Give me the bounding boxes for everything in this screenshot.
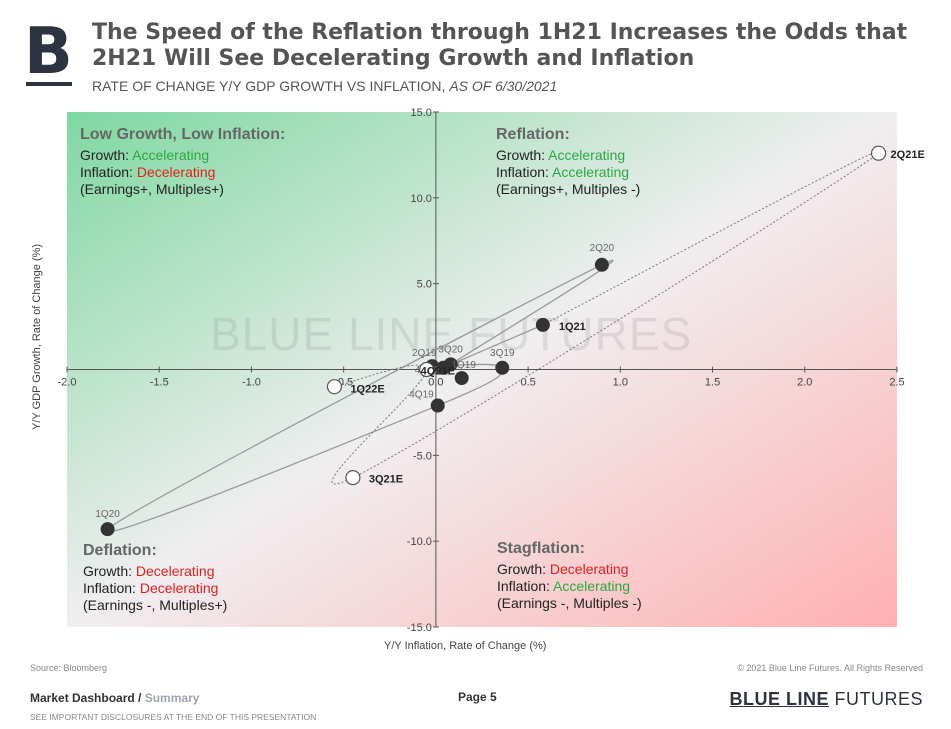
inflation-value: Decelerating [139,580,219,596]
quadrant-title: Reflation: [496,126,570,143]
footer-brand-logo: BLUE LINE FUTURES [729,689,923,710]
inflation-label: Inflation: [83,580,140,596]
copyright-note: © 2021 Blue Line Futures. All Rights Res… [737,663,923,673]
brand-light: FUTURES [829,689,923,709]
growth-value: Decelerating [549,561,629,577]
logo-letter: B [24,15,73,89]
point-label-2q21e: 2Q21E [891,149,925,161]
point-1q19 [454,371,469,386]
quadrant-title: Stagflation: [497,540,585,557]
y-tick-label: 5.0 [417,279,432,291]
point-2q20 [594,257,609,272]
growth-label: Growth: [80,147,133,163]
point-4q20 [436,360,451,375]
point-4q21e [419,361,435,378]
inflation-label: Inflation: [497,578,554,594]
page-title: The Speed of the Reflation through 1H21 … [92,20,908,71]
point-label-3q19: 3Q19 [490,348,515,359]
quadrant-low-growth: Low Growth, Low Inflation: Growth: Accel… [80,126,285,198]
growth-label: Growth: [497,561,550,577]
point-1q21 [535,317,550,332]
x-tick-label: 2.5 [889,377,904,389]
quadrant-reflation: Reflation: Growth: Accelerating Inflatio… [496,126,640,198]
breadcrumb-subsection[interactable]: Summary [144,691,200,705]
footer-breadcrumb: Market Dashboard / Summary [30,691,199,705]
x-tick-label: -1.0 [242,377,261,389]
inflation-value: Decelerating [136,164,216,180]
subtitle-date: AS OF 6/30/2021 [449,78,558,94]
growth-value: Decelerating [135,563,215,579]
point-3q21e [345,470,361,486]
quadrant-note: (Earnings -, Multiples -) [497,595,642,611]
point-3q19 [495,360,510,375]
quadrant-title: Low Growth, Low Inflation: [80,126,286,143]
x-tick-label: 1.0 [613,377,628,389]
page-number: Page 5 [458,690,497,704]
y-tick-label: -5.0 [413,450,432,462]
inflation-label: Inflation: [80,164,137,180]
x-tick-label: 0.5 [520,377,535,389]
quadrant-deflation: Deflation: Growth: Decelerating Inflatio… [83,542,227,614]
point-label-1q20: 1Q20 [95,509,120,520]
inflation-value: Accelerating [553,578,631,594]
quadrant-note: (Earnings -, Multiples+) [83,597,228,613]
growth-value: Accelerating [132,147,210,163]
growth-label: Growth: [496,147,549,163]
quadrant-title: Deflation: [83,542,157,559]
x-axis-label: Y/Y Inflation, Rate of Change (%) [384,640,547,652]
y-tick-label: -10.0 [407,536,432,548]
growth-value: Accelerating [548,147,626,163]
point-label-3q20: 3Q20 [438,344,463,355]
brand-bold: BLUE LINE [729,689,829,709]
point-4q19 [430,398,445,413]
point-label-4q19: 4Q19 [409,390,434,401]
breadcrumb-separator: / [134,691,145,705]
y-tick-label: 15.0 [410,107,431,119]
breadcrumb-section[interactable]: Market Dashboard [30,691,135,705]
x-tick-label: 1.5 [705,377,720,389]
point-label-1q19: 1Q19 [451,360,476,371]
y-tick-label: -15.0 [407,622,432,634]
inflation-label: Inflation: [496,164,553,180]
point-label-1q22e: 1Q22E [350,384,384,396]
point-label-2q20: 2Q20 [590,243,615,254]
point-2q21e [870,145,887,161]
page-subtitle: RATE OF CHANGE Y/Y GDP GROWTH VS INFLATI… [92,78,557,94]
y-tick-label: 10.0 [410,193,431,205]
point-label-2q19: 2Q19 [412,348,437,359]
y-axis-label: Y/Y GDP Growth, Rate of Change (%) [31,243,43,430]
point-label-1q21: 1Q21 [559,321,586,333]
subtitle-main: RATE OF CHANGE Y/Y GDP GROWTH VS INFLATI… [92,78,450,94]
quadrant-note: (Earnings+, Multiples -) [496,181,641,197]
quadrant-stagflation: Stagflation: Growth: Decelerating Inflat… [497,540,642,612]
x-tick-label: 0.0 [428,377,443,389]
logo-underline [26,82,72,86]
source-note: Source: Bloomberg [30,663,108,673]
x-tick-label: -2.0 [58,377,77,389]
quadrant-note: (Earnings+, Multiples+) [80,181,224,197]
actual-path-line [105,259,614,533]
x-tick-label: 2.0 [797,377,812,389]
inflation-value: Accelerating [552,164,630,180]
point-1q22e [326,379,343,395]
growth-label: Growth: [83,563,136,579]
disclaimer-note: SEE IMPORTANT DISCLOSURES AT THE END OF … [30,712,317,722]
x-tick-label: -1.5 [150,377,169,389]
point-1q20 [100,522,115,537]
point-label-3q21e: 3Q21E [369,474,403,486]
chart-watermark: BLUE LINE FUTURES [210,308,692,360]
point-label-4q21e: 4Q21E [421,366,455,378]
